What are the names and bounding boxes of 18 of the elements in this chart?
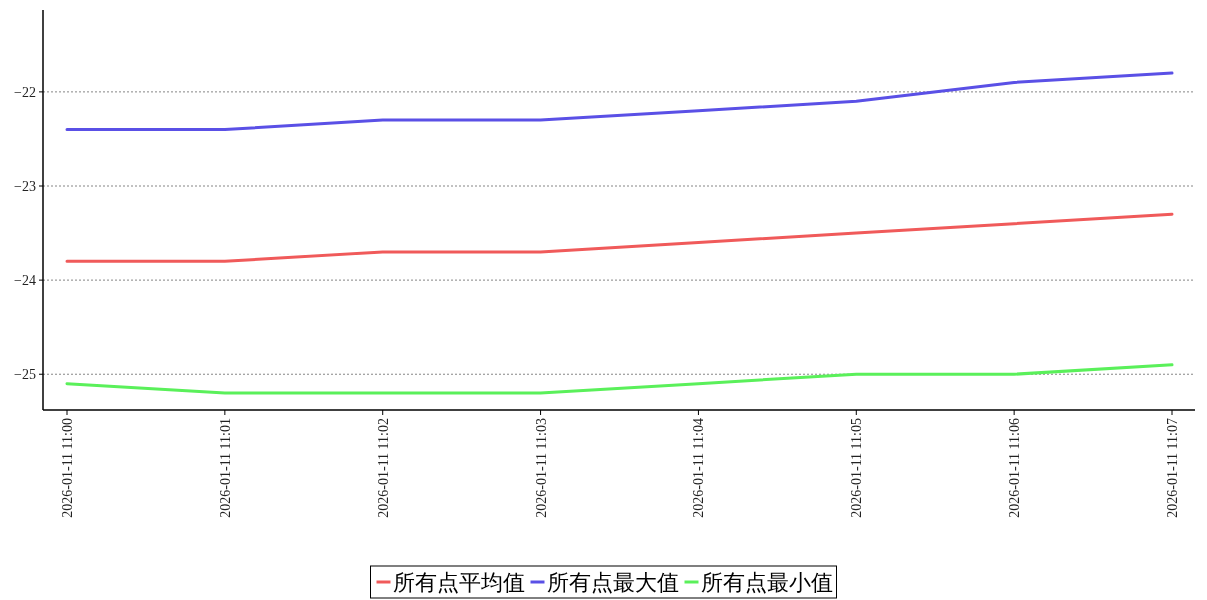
- legend-label: 所有点平均值: [392, 570, 525, 595]
- legend-label: 所有点最大值: [546, 570, 679, 595]
- x-tick-label: 2026-01-11 11:06: [1007, 418, 1023, 518]
- x-tick-label: 2026-01-11 11:03: [533, 418, 549, 518]
- x-tick-label: 2026-01-11 11:05: [849, 418, 865, 518]
- x-tick-label: 2026-01-11 11:07: [1165, 418, 1180, 518]
- x-tick-label: 2026-01-11 11:00: [60, 418, 75, 518]
- x-tick-label: 2026-01-11 11:02: [375, 418, 391, 518]
- y-tick-label: −25: [14, 367, 36, 383]
- x-tick-label: 2026-01-11 11:04: [691, 418, 707, 518]
- line-series: [65, 363, 1174, 395]
- line-series: [65, 71, 1174, 132]
- y-tick-label: −22: [14, 84, 36, 100]
- line-series: [65, 212, 1174, 263]
- y-tick-label: −23: [14, 179, 36, 194]
- legend-label: 所有点最小值: [700, 570, 833, 595]
- y-tick-label: −24: [14, 273, 36, 289]
- x-tick-label: 2026-01-11 11:01: [217, 418, 233, 518]
